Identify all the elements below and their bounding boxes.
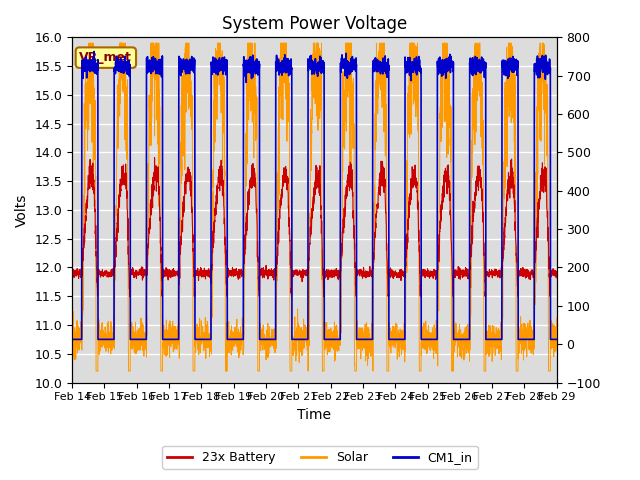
Title: System Power Voltage: System Power Voltage [222, 15, 407, 33]
Y-axis label: Volts: Volts [15, 193, 29, 227]
Text: VR_met: VR_met [79, 51, 132, 64]
X-axis label: Time: Time [298, 408, 332, 422]
Legend: 23x Battery, Solar, CM1_in: 23x Battery, Solar, CM1_in [163, 446, 477, 469]
